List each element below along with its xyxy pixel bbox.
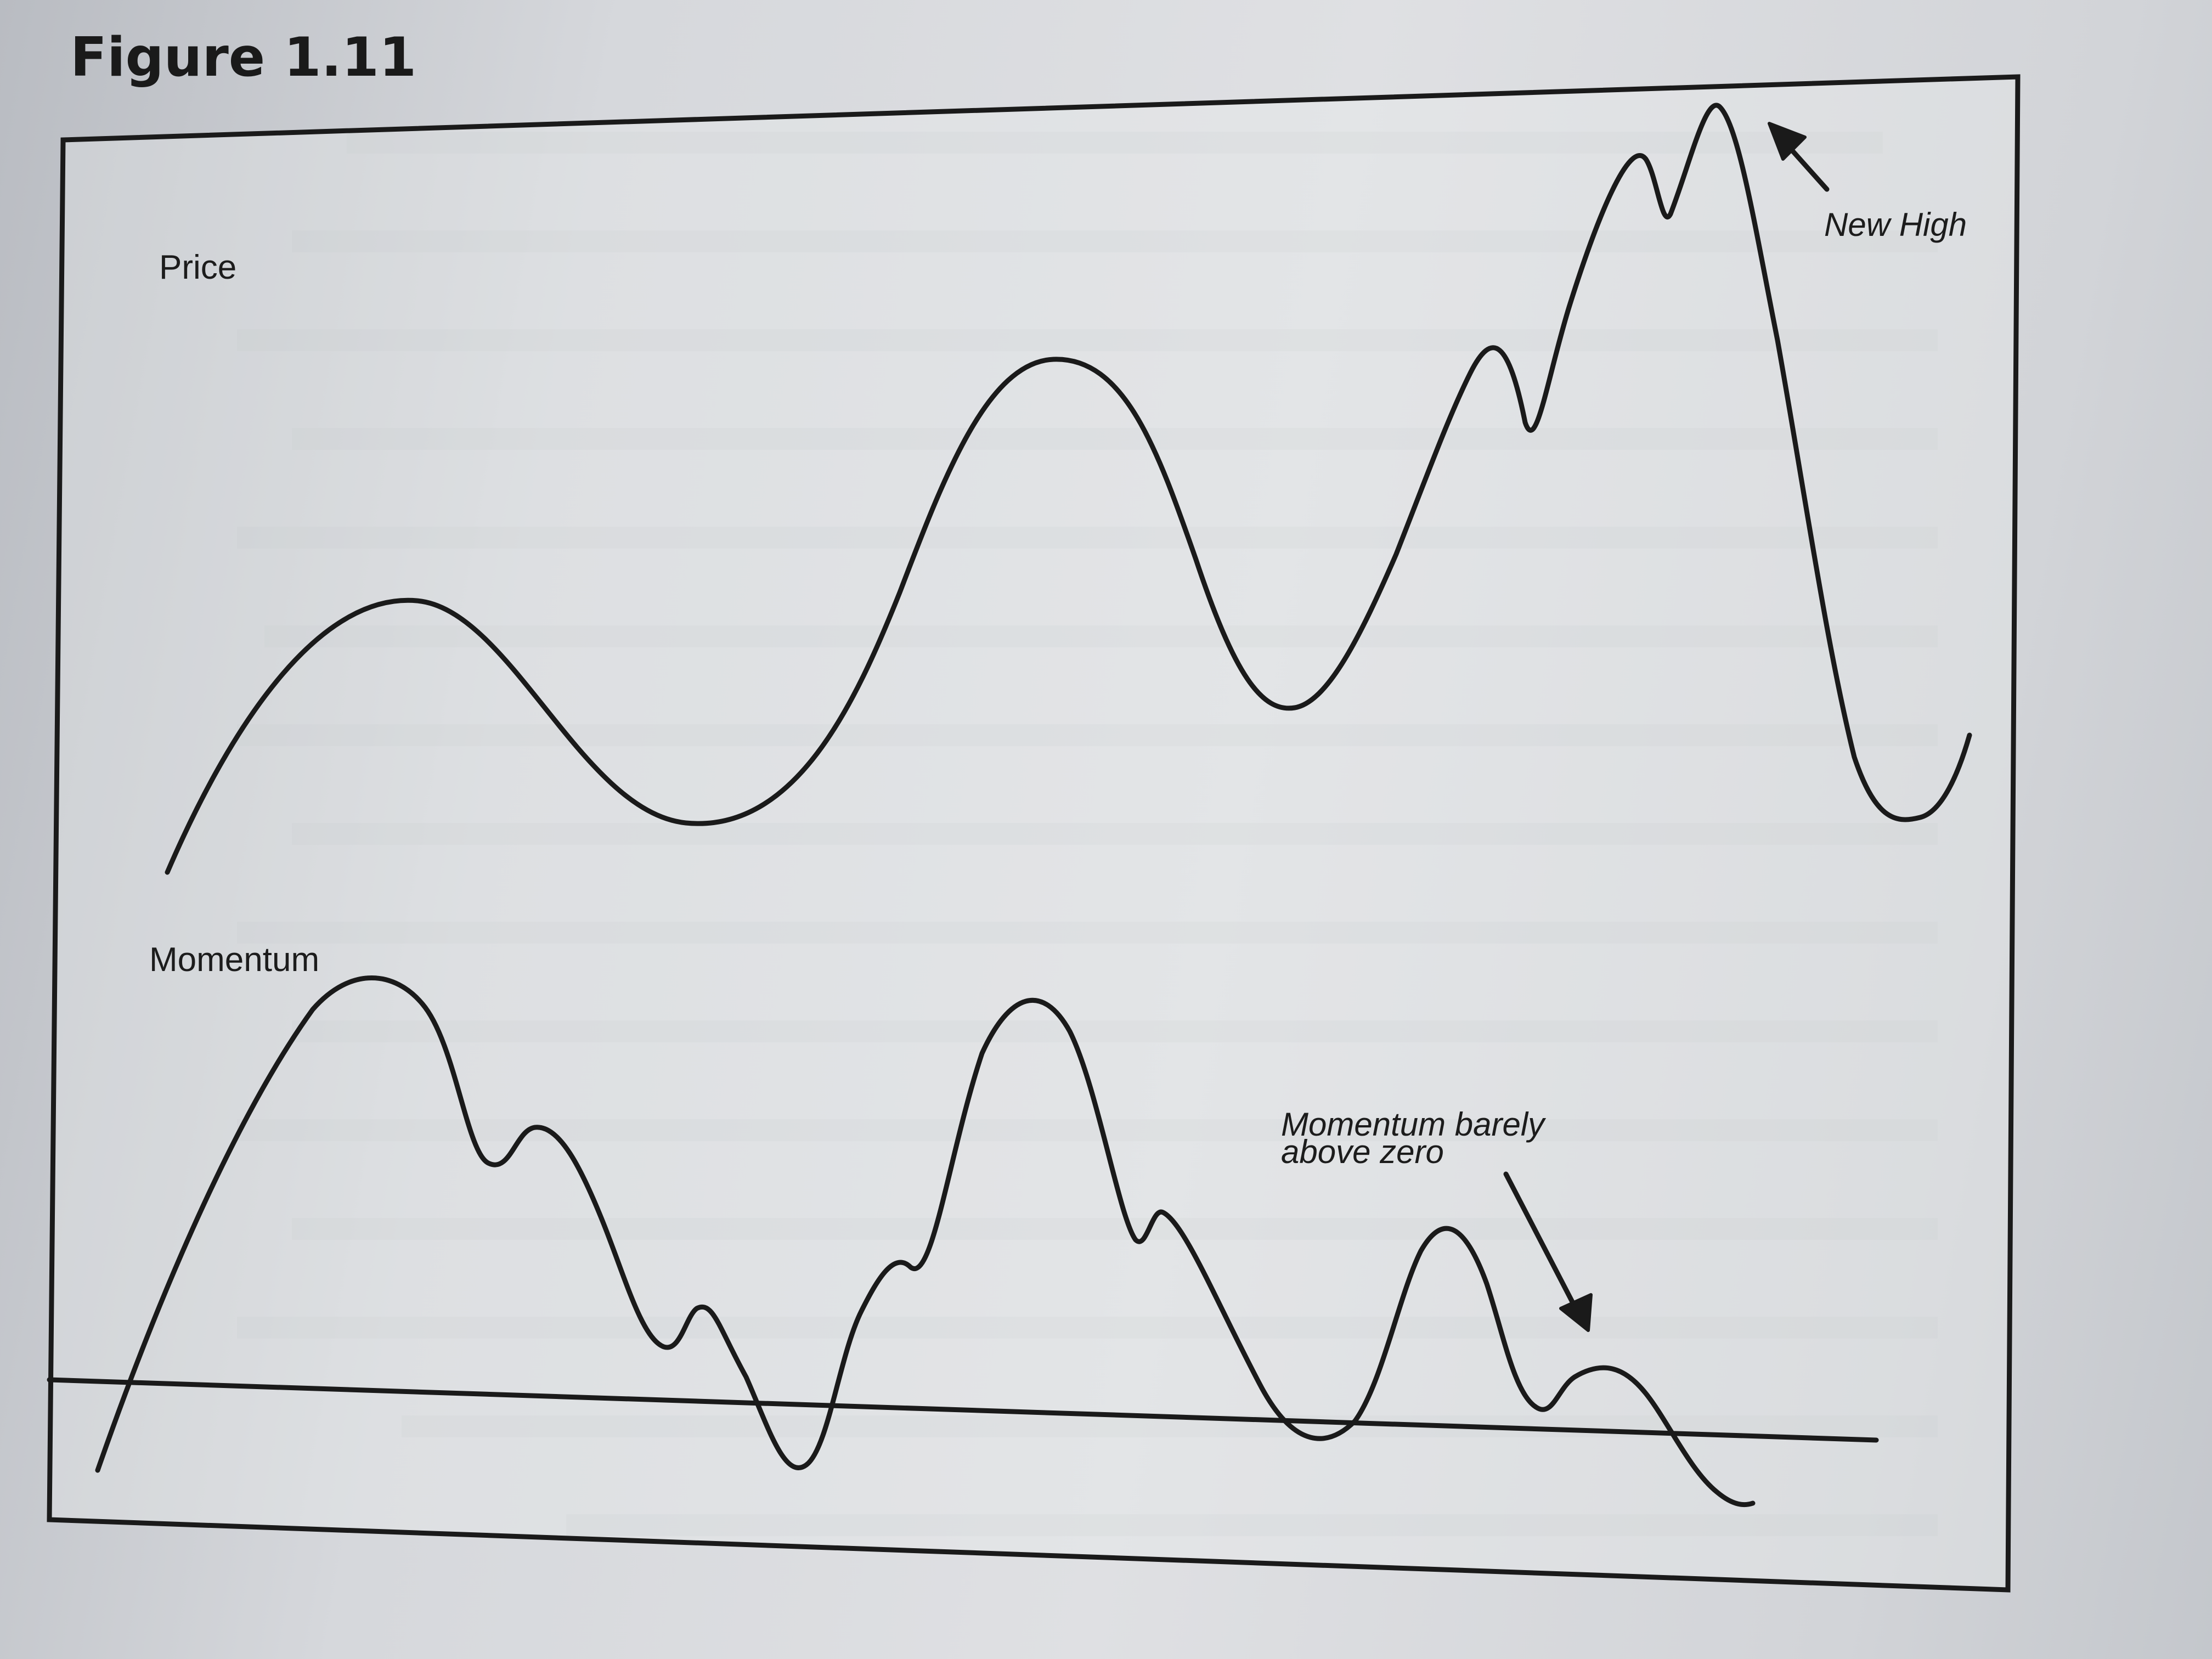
bleed-through-texture [237, 132, 1938, 1536]
momentum-label: Momentum [149, 941, 319, 979]
momentum-annotation-line2: above zero [1281, 1133, 1444, 1170]
momentum-curve [95, 975, 1756, 1508]
new-high-arrow-icon [1768, 122, 1830, 192]
momentum-annotation-line1: Momentum barely [1281, 1106, 1547, 1143]
chart-frame [47, 74, 2021, 1593]
figure-title: Figure 1.11 [70, 26, 416, 89]
momentum-zero-line [47, 1377, 1879, 1443]
price-label: Price [159, 249, 236, 286]
new-high-annotation: New High [1824, 206, 1967, 243]
momentum-arrow-icon [1503, 1171, 1593, 1332]
price-curve [165, 103, 1972, 875]
